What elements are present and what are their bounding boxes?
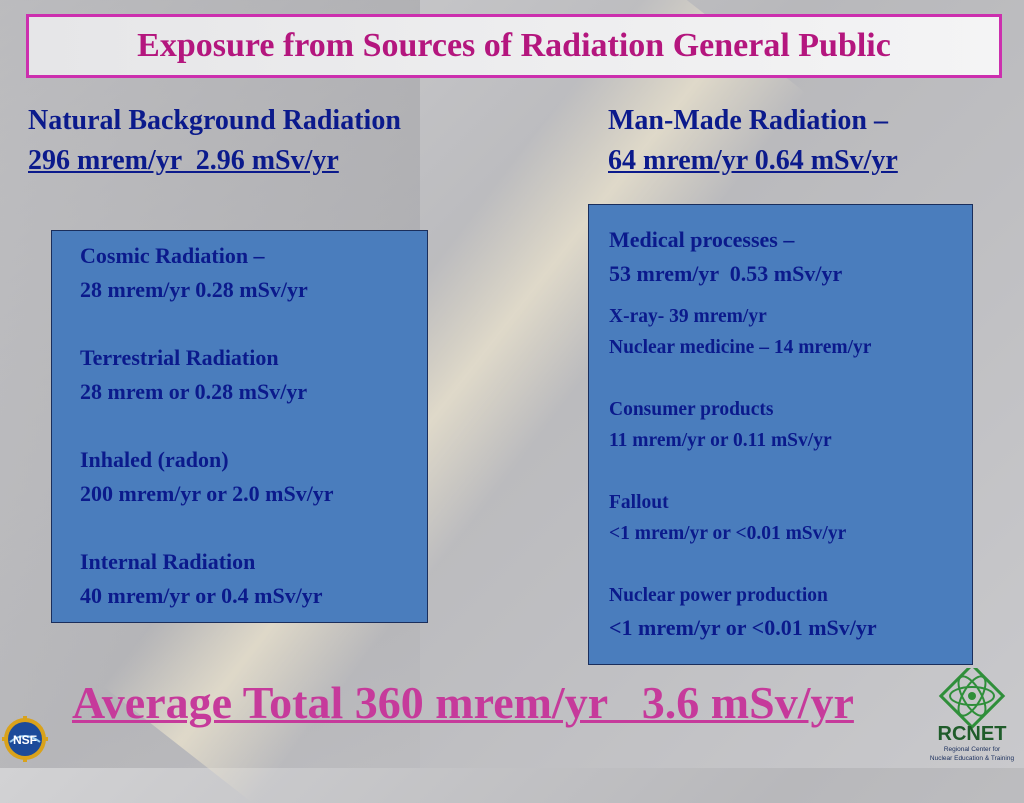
rcnet-logo-text: RCNET (938, 723, 1007, 745)
slide-title: Exposure from Sources of Radiation Gener… (137, 27, 891, 64)
rcnet-subtitle-1: Regional Center for (944, 746, 1001, 753)
gear-icon (2, 716, 48, 762)
nuclear-power-label: Nuclear power production (609, 585, 828, 606)
manmade-heading-block: Man-Made Radiation – 64 mrem/yr 0.64 mSv… (608, 101, 898, 181)
manmade-heading: Man-Made Radiation – (608, 105, 888, 136)
atom-icon (938, 668, 1006, 730)
natural-heading-block: Natural Background Radiation 296 mrem/yr… (28, 101, 401, 181)
consumer-label: Consumer products (609, 399, 774, 420)
natural-sources-panel: Cosmic Radiation – 28 mrem/yr 0.28 mSv/y… (51, 230, 428, 623)
manmade-total: 64 mrem/yr 0.64 mSv/yr (608, 145, 898, 176)
consumer-value: 11 mrem/yr or 0.11 mSv/yr (609, 430, 832, 451)
rcnet-logo: RCNET Regional Center for Nuclear Educat… (930, 668, 1015, 762)
nuclear-power-value: <1 mrem/yr or <0.01 mSv/yr (609, 615, 877, 640)
fallout-label: Fallout (609, 492, 669, 513)
terrestrial-label: Terrestrial Radiation (80, 345, 279, 370)
nuclear-medicine-detail: Nuclear medicine – 14 mrem/yr (609, 337, 872, 358)
medical-value: 53 mrem/yr 0.53 mSv/yr (609, 261, 843, 286)
internal-label: Internal Radiation (80, 549, 256, 574)
rcnet-subtitle-2: Nuclear Education & Training (930, 755, 1015, 762)
title-box: Exposure from Sources of Radiation Gener… (26, 14, 1002, 78)
radon-value: 200 mrem/yr or 2.0 mSv/yr (80, 481, 334, 506)
terrestrial-value: 28 mrem or 0.28 mSv/yr (80, 379, 308, 404)
manmade-sources-panel: Medical processes – 53 mrem/yr 0.53 mSv/… (588, 204, 973, 665)
internal-value: 40 mrem/yr or 0.4 mSv/yr (80, 583, 323, 608)
cosmic-label: Cosmic Radiation – (80, 243, 265, 268)
radon-label: Inhaled (radon) (80, 447, 229, 472)
xray-detail: X-ray- 39 mrem/yr (609, 306, 767, 327)
natural-total: 296 mrem/yr 2.96 mSv/yr (28, 145, 339, 176)
nsf-logo-text: NSF (13, 733, 37, 747)
medical-label: Medical processes – (609, 227, 795, 252)
fallout-value: <1 mrem/yr or <0.01 mSv/yr (609, 523, 847, 544)
cosmic-value: 28 mrem/yr 0.28 mSv/yr (80, 277, 308, 302)
average-total: Average Total 360 mrem/yr 3.6 mSv/yr (72, 677, 854, 728)
natural-heading: Natural Background Radiation (28, 105, 401, 136)
nsf-logo: NSF (2, 716, 48, 762)
